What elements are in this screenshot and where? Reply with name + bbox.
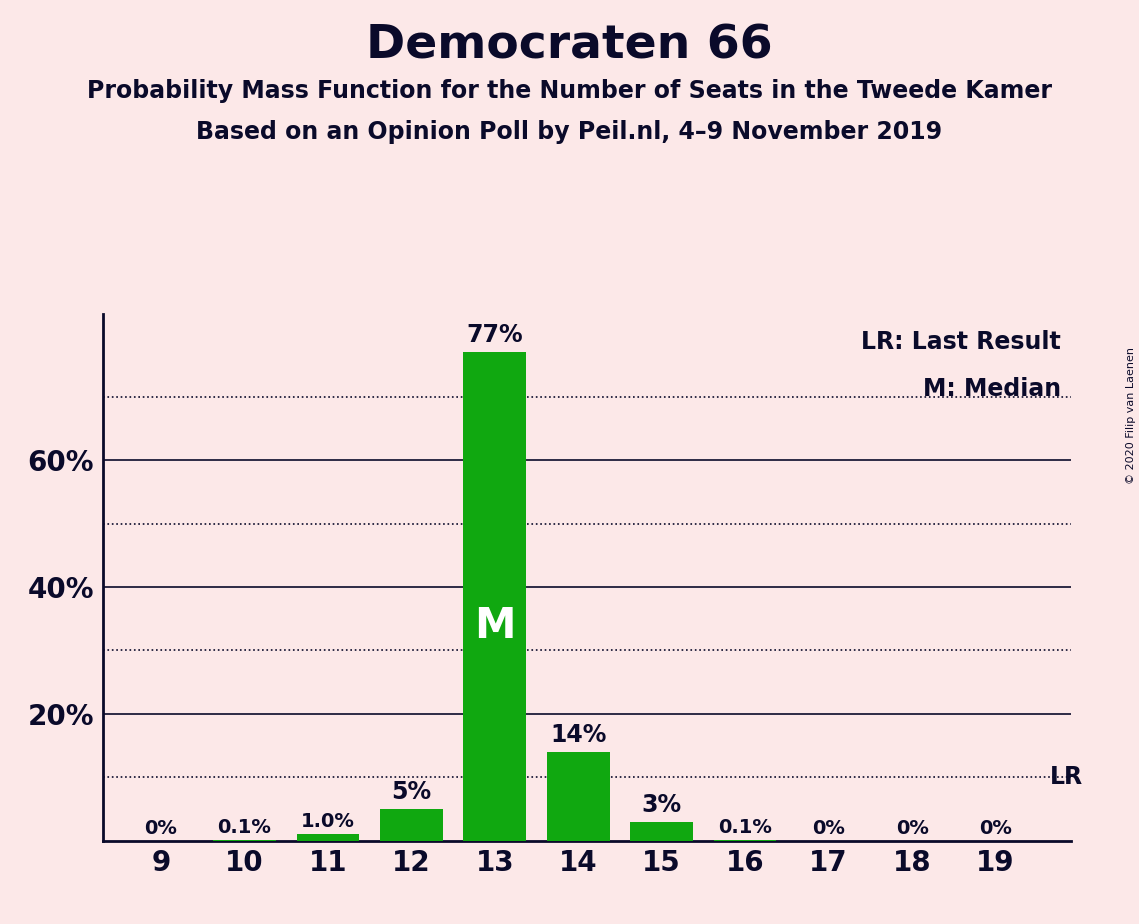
Bar [296,834,359,841]
Text: 0%: 0% [812,819,845,838]
Text: 3%: 3% [641,793,682,817]
Text: M: M [474,605,516,647]
Text: 0.1%: 0.1% [218,818,271,837]
Text: 77%: 77% [467,323,523,347]
Text: LR: Last Result: LR: Last Result [861,330,1060,354]
Text: 0.1%: 0.1% [719,818,772,837]
Text: LR: LR [1050,765,1083,789]
Text: Probability Mass Function for the Number of Seats in the Tweede Kamer: Probability Mass Function for the Number… [87,79,1052,103]
Text: 14%: 14% [550,723,606,747]
Text: Based on an Opinion Poll by Peil.nl, 4–9 November 2019: Based on an Opinion Poll by Peil.nl, 4–9… [196,120,943,144]
Bar [630,821,693,841]
Bar [464,352,526,841]
Bar [380,809,443,841]
Bar [547,752,609,841]
Text: 1.0%: 1.0% [301,812,354,832]
Text: 5%: 5% [392,780,432,804]
Text: © 2020 Filip van Laenen: © 2020 Filip van Laenen [1126,347,1136,484]
Text: 0%: 0% [145,819,178,838]
Text: M: Median: M: Median [923,377,1060,401]
Text: 0%: 0% [980,819,1011,838]
Text: 0%: 0% [895,819,928,838]
Text: Democraten 66: Democraten 66 [366,23,773,68]
